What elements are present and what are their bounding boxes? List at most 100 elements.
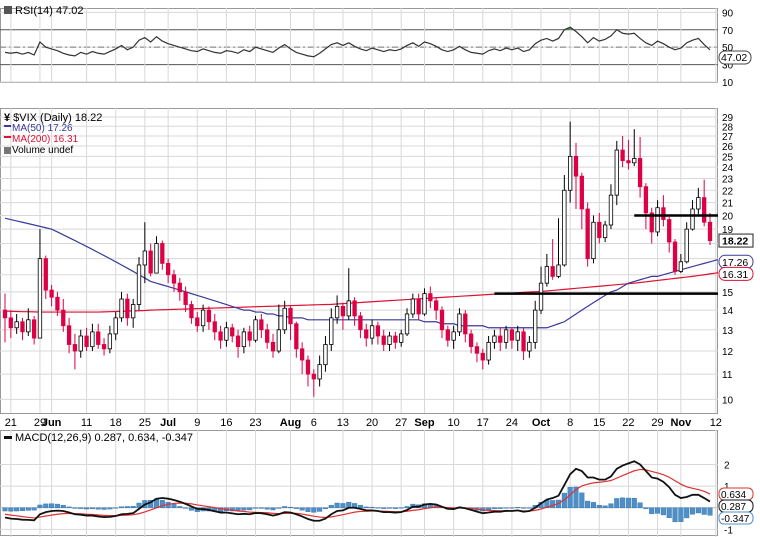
candle-body-8 <box>49 289 54 298</box>
rsi-legend: RSI(14) 47.02 <box>4 5 83 17</box>
candle-body-30 <box>177 282 182 293</box>
macd-legend: MACD(12,26,9) 0.287, 0.634, -0.347 <box>4 432 193 444</box>
ma200-flag-box <box>718 266 754 281</box>
candle-body-57 <box>334 305 340 319</box>
candle-body-44 <box>259 319 264 331</box>
candle-body-117 <box>684 228 689 263</box>
ma200-flag-value: 16.31 <box>722 269 748 281</box>
macd-hist-bar-86 <box>503 507 509 509</box>
macd-hist-bar-29 <box>171 504 177 508</box>
macd-hist-bar-110 <box>643 507 649 510</box>
candle-body-121 <box>707 221 713 241</box>
candle-body-102 <box>597 221 602 239</box>
macd-hist-flag: -0.347 <box>718 511 754 525</box>
macd-hist-bar-108 <box>631 498 637 508</box>
candle-body-86 <box>503 329 509 343</box>
rsi-tick-70: 70 <box>722 26 734 37</box>
candle-body-9 <box>55 296 60 311</box>
macd-hist-bar-85 <box>497 507 503 509</box>
price-tick-11: 11 <box>722 370 733 381</box>
macd-hist-bar-51 <box>299 507 305 511</box>
candle-body-95 <box>556 264 561 277</box>
candle-body-109 <box>637 158 643 188</box>
ma50-legend: MA(50) 17.26 <box>12 123 73 134</box>
rsi-value-flag-box <box>718 50 752 65</box>
date-label-aug-10: Aug <box>280 417 301 429</box>
candle-body-47 <box>276 329 281 352</box>
macd-hist-bar-13 <box>78 507 84 509</box>
candle-body-85 <box>498 335 503 343</box>
date-label-13-12: 13 <box>337 417 349 429</box>
date-label-25-5: 25 <box>139 417 151 429</box>
macd-hist-bar-107 <box>625 497 631 508</box>
price-tick-13: 13 <box>722 326 734 337</box>
candle-body-101 <box>591 221 596 260</box>
ma200-flag: 16.31 <box>718 266 754 281</box>
candle-body-1 <box>8 317 13 329</box>
candle-body-22 <box>131 304 136 319</box>
candle-body-73 <box>428 293 433 302</box>
candle-body-78 <box>457 313 462 333</box>
date-label-12-25: 12 <box>710 417 722 429</box>
macd-hist-bar-90 <box>526 507 532 509</box>
date-label-9-7: 9 <box>194 417 200 429</box>
price-tick-21: 21 <box>722 199 734 210</box>
date-label-jun-2: Jun <box>42 417 62 429</box>
date-label-6-11: 6 <box>311 417 317 429</box>
price-flag-value: 18.22 <box>722 236 748 248</box>
candle-body-91 <box>533 309 538 343</box>
price-tick-15: 15 <box>722 288 734 299</box>
rsi-series <box>4 26 711 58</box>
rsi-panel: 90 70 50 30 10 RSI(14) 47.02 47.02 <box>0 5 752 89</box>
candle-body-107 <box>626 160 631 164</box>
candle-body-76 <box>445 329 450 341</box>
macd-hist-bar-21 <box>124 506 130 508</box>
candle-body-5 <box>31 319 37 339</box>
macd-label: MACD(12,26,9) 0.287, 0.634, -0.347 <box>15 432 193 444</box>
candle-body-75 <box>439 309 445 331</box>
candle-body-60 <box>352 300 357 317</box>
macd-line-value: 0.634 <box>721 490 746 501</box>
macd-hist-bar-17 <box>101 507 107 510</box>
candle-body-40 <box>235 335 241 348</box>
macd-hist-bar-104 <box>608 503 614 508</box>
candle-body-61 <box>358 315 363 331</box>
candle-body-100 <box>585 208 590 260</box>
candle-body-43 <box>253 319 258 341</box>
candle-body-6 <box>37 258 43 339</box>
candle-body-50 <box>294 323 299 350</box>
candle-body-68 <box>399 333 404 343</box>
date-label-22-22: 22 <box>622 417 634 429</box>
candle-body-25 <box>148 250 153 274</box>
date-label-oct-19: Oct <box>532 417 551 429</box>
candle-body-3 <box>20 321 25 333</box>
macd-hist-bar-64 <box>375 507 381 509</box>
macd-hist-bar-47 <box>276 507 282 509</box>
candle-body-19 <box>113 317 118 335</box>
candle-body-11 <box>66 325 72 345</box>
macd-hist-bar-4 <box>25 507 31 511</box>
candle-body-0 <box>2 309 8 319</box>
rsi-line <box>4 26 711 58</box>
candle-body-14 <box>84 335 89 348</box>
candle-body-4 <box>26 319 31 333</box>
macd-hist-bar-1 <box>8 507 14 512</box>
macd-hist-bar-106 <box>620 497 626 508</box>
rsi-axis-ticks: 90 70 50 30 10 <box>722 8 734 89</box>
candle-body-96 <box>562 189 567 266</box>
macd-tick-2: 2 <box>724 460 730 471</box>
macd-hist-bar-42 <box>247 507 253 511</box>
macd-hist-bar-0 <box>2 507 8 512</box>
macd-hist-bar-63 <box>369 506 375 508</box>
macd-hist-bar-50 <box>293 507 299 509</box>
candle-body-64 <box>375 325 381 337</box>
candle-body-16 <box>96 331 101 345</box>
rsi-value: 47.02 <box>721 52 747 64</box>
candle-body-116 <box>678 261 684 272</box>
date-label-27-14: 27 <box>395 417 407 429</box>
macd-hist-bar-121 <box>707 507 713 516</box>
rsi-tick-50: 50 <box>722 43 734 54</box>
macd-hist-bar-27 <box>159 500 165 508</box>
